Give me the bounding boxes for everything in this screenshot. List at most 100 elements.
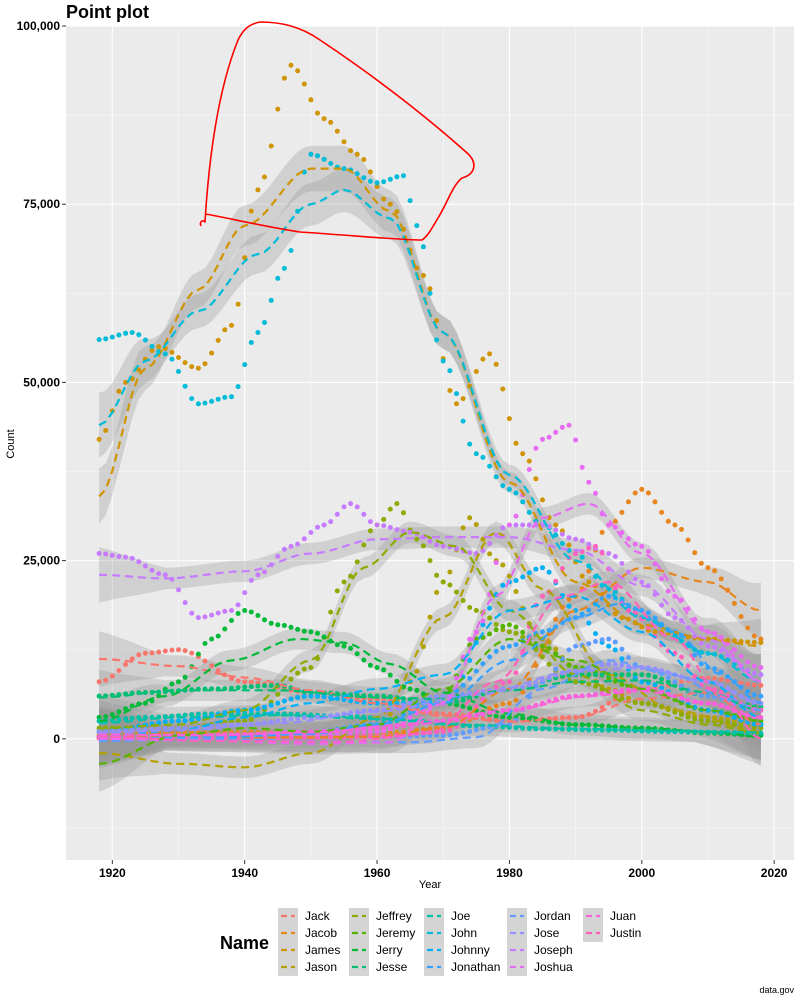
- point-joshua: [586, 479, 592, 485]
- point-johnny: [189, 717, 195, 723]
- point-jesse: [288, 685, 294, 691]
- point-johnny: [606, 643, 612, 649]
- point-jeffrey: [467, 605, 473, 610]
- point-joseph: [308, 530, 314, 535]
- point-johnny: [281, 698, 287, 704]
- point-johnny: [374, 700, 380, 706]
- point-james: [447, 388, 453, 393]
- x-axis-ticks: 1920 1940 1960 1980 2000 2020: [99, 860, 788, 880]
- point-justin: [493, 684, 499, 690]
- point-jesse: [255, 683, 261, 689]
- point-joe: [354, 714, 360, 719]
- point-joseph: [698, 640, 704, 646]
- point-joseph: [546, 524, 552, 529]
- point-jerry: [281, 623, 287, 628]
- point-james: [182, 360, 188, 366]
- point-joshua: [579, 464, 585, 470]
- point-jeffrey: [506, 629, 512, 635]
- point-joseph: [262, 569, 267, 575]
- point-jeffrey: [394, 501, 400, 507]
- point-john: [215, 396, 221, 402]
- point-john: [387, 176, 393, 182]
- point-jack: [103, 677, 109, 683]
- legend-label-jose: Jose: [534, 926, 560, 940]
- point-joshua: [454, 675, 459, 681]
- point-jacob: [500, 701, 506, 707]
- point-jeffrey: [288, 676, 294, 682]
- point-joseph: [162, 572, 168, 578]
- point-joshua: [626, 536, 631, 542]
- point-jerry: [308, 629, 314, 635]
- point-jack: [209, 663, 215, 669]
- legend-key-jordan: [507, 908, 527, 925]
- point-john: [129, 330, 135, 335]
- point-jerry: [414, 687, 420, 693]
- point-joe: [612, 727, 618, 733]
- y-tick-label: 100,000: [17, 19, 61, 33]
- point-joshua: [751, 663, 757, 669]
- point-jonathan: [546, 627, 552, 633]
- point-jeffrey: [493, 621, 499, 627]
- point-joshua: [533, 445, 539, 451]
- point-jeffrey: [235, 718, 241, 724]
- point-jesse: [242, 684, 248, 690]
- point-jordan: [626, 655, 631, 660]
- point-jerry: [394, 678, 400, 684]
- point-jose: [281, 717, 287, 723]
- point-johnny: [520, 574, 526, 580]
- point-jeffrey: [401, 510, 406, 516]
- point-joe: [692, 729, 698, 735]
- point-john: [321, 156, 327, 162]
- point-jeffrey: [341, 579, 347, 585]
- point-jeffrey: [354, 559, 360, 565]
- point-joseph: [215, 610, 221, 616]
- smooth-line-john: [98, 188, 762, 683]
- point-jerry: [493, 713, 499, 719]
- point-jerry: [103, 714, 109, 720]
- point-joseph: [195, 615, 201, 621]
- point-jacob: [672, 522, 678, 528]
- point-johnny: [182, 718, 188, 724]
- point-joshua: [553, 429, 559, 435]
- point-jack: [149, 650, 155, 656]
- point-john: [513, 490, 519, 496]
- point-joshua: [566, 422, 572, 428]
- point-johnny: [593, 631, 598, 637]
- point-jeffrey: [619, 696, 625, 702]
- point-jeremy: [513, 624, 519, 630]
- point-joseph: [116, 554, 122, 559]
- point-joseph: [566, 535, 572, 541]
- point-jacob: [751, 633, 757, 639]
- point-jerry: [123, 706, 129, 712]
- point-johnny: [659, 685, 665, 691]
- point-james: [301, 81, 307, 87]
- point-joshua: [573, 437, 579, 443]
- point-jeffrey: [639, 700, 645, 706]
- point-joseph: [321, 522, 327, 528]
- point-joseph: [751, 670, 757, 676]
- point-joshua: [467, 636, 473, 642]
- point-johnny: [162, 719, 168, 725]
- point-johnny: [387, 700, 393, 706]
- point-joseph: [361, 511, 367, 517]
- point-joseph: [354, 504, 360, 510]
- point-james: [751, 639, 757, 645]
- point-james: [758, 640, 764, 646]
- point-jason: [473, 522, 479, 527]
- smooth-line-jeffrey: [99, 530, 761, 735]
- point-joseph: [434, 542, 440, 548]
- point-john: [407, 198, 413, 204]
- point-james: [209, 350, 215, 356]
- point-jacob: [632, 490, 638, 496]
- point-jerry: [222, 626, 228, 632]
- point-jonathan: [513, 642, 519, 648]
- point-john: [487, 463, 493, 469]
- point-joshua: [526, 467, 532, 472]
- point-joe: [367, 715, 373, 721]
- x-tick-label: 2000: [628, 866, 655, 880]
- point-john: [315, 153, 320, 159]
- legend-key-john: [424, 925, 444, 942]
- point-joe: [599, 727, 605, 733]
- point-john: [354, 171, 360, 177]
- point-jack: [705, 675, 711, 681]
